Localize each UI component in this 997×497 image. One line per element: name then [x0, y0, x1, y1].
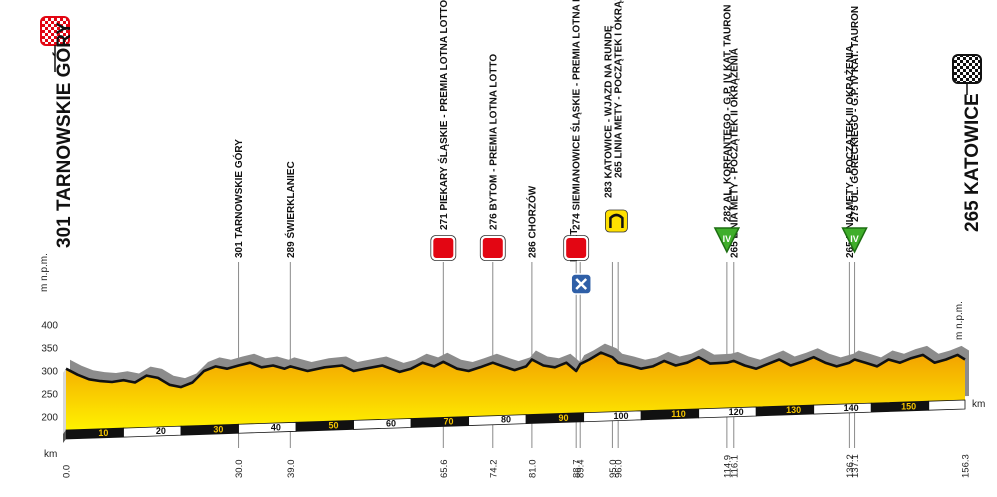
- road-segment: [123, 425, 182, 438]
- waypoint-km-label: 74.2: [488, 460, 499, 479]
- road-segment: [410, 416, 470, 428]
- km-tick-label: 40: [271, 422, 281, 432]
- profile-fill: [66, 352, 965, 430]
- waypoint-km-label: 0.0: [62, 465, 73, 478]
- road-segment: [180, 423, 239, 436]
- waypoint-km-label: 89.4: [576, 460, 587, 479]
- sprint-marker-icon: [479, 235, 506, 261]
- road-segment: [295, 419, 354, 432]
- waypoint-km-labels: 0.0 30.0 39.0 65.6 74.2 81.0 88.789.4 95.096.0 1…: [62, 454, 972, 478]
- waypoint-km-label: 30.0: [234, 460, 245, 479]
- waypoint-label: 286 CHORZÓW: [525, 185, 538, 258]
- road-strip: 10 20 30 40 50 60 70 80 90 100 110 120 130 140 150: [63, 399, 966, 443]
- y-tick-labels: 200 250 300 350 400: [41, 321, 58, 424]
- road-edge: [63, 430, 66, 443]
- y-tick-label: 350: [41, 344, 58, 355]
- waypoint-label: 275 UL. GÓRECKIEGO - G.P. IV KAT. TAURON: [848, 6, 861, 222]
- start-town-label: 301 TARNOWSKIE GÓRY: [53, 22, 75, 248]
- km-tick-label: 80: [501, 415, 511, 425]
- waypoint-label: 282 AL. KORFANTEGO - G.P. IV KAT. TAURON: [722, 5, 733, 222]
- x-axis-label-left: km: [44, 449, 57, 460]
- y-tick-label: 400: [41, 321, 58, 332]
- km-tick-label: 20: [156, 426, 166, 436]
- waypoint-label: 276 BYTOM - PREMIA LOTNA LOTTO: [488, 54, 499, 230]
- road-segment: [468, 414, 527, 426]
- road-segment: [353, 418, 412, 430]
- waypoint-label: 265 LINIA METY - POCZĄTEK I OKRĄŻENIA: [612, 0, 625, 178]
- road-segment: [698, 406, 757, 419]
- kom-category-label: IV: [723, 234, 732, 244]
- waypoint-km-label: 114.9: [722, 455, 733, 478]
- start-block: 301 TARNOWSKIE GÓRY: [40, 16, 75, 248]
- finish-flag-icon: [952, 54, 982, 84]
- profile-line: [65, 351, 966, 389]
- km-tick-label: 30: [213, 424, 223, 434]
- waypoint-label: 283 KATOWICE - WJAZD NA RUNDĘ: [603, 25, 614, 198]
- road-segment: [813, 402, 872, 415]
- waypoint-label: 265 LINIA METY - POCZĄTEK II OKRĄŻENIA: [727, 48, 740, 258]
- road-segment: [583, 410, 642, 423]
- waypoint-km-label: 137.1: [850, 454, 861, 478]
- waypoint-labels: 301 TARNOWSKIE GÓRY 289 ŚWIERKLANIEC 271 P…: [232, 0, 861, 262]
- waypoint-km-label: 156.3: [961, 454, 972, 478]
- profile-area: [63, 343, 969, 439]
- road-segment: [65, 427, 124, 440]
- km-tick-label: 100: [614, 411, 629, 421]
- km-tick-label: 60: [386, 419, 396, 429]
- km-tick-label: 140: [844, 403, 859, 413]
- road-segment: [238, 421, 297, 434]
- waypoint-label: 289 ŚWIERKLANIEC: [284, 161, 297, 258]
- waypoint-km-label: 95.0: [608, 460, 619, 479]
- y-tick-label: 250: [41, 390, 58, 401]
- waypoint-label: 265 LINIA METY - POCZĄTEK III OKRĄŻENIA: [843, 45, 856, 258]
- km-tick-label: 70: [443, 417, 453, 427]
- km-tick-label: 150: [901, 401, 916, 411]
- y-axis-label-left: m n.p.m.: [39, 253, 50, 292]
- waypoint-label: 274 SIEMIANOWICE ŚLĄSKIE - PREMIA LOTNA …: [570, 0, 583, 230]
- km-tick-label: 50: [328, 420, 338, 430]
- km-tick-label: 110: [671, 409, 686, 419]
- y-tick-label: 300: [41, 367, 58, 378]
- km-tick-label: 130: [786, 405, 801, 415]
- waypoint-km-label: 88.7: [572, 460, 583, 479]
- road-segment: [870, 400, 930, 413]
- waypoint-km-label: 96.0: [614, 460, 625, 479]
- sprint-marker-icon: [563, 235, 590, 261]
- kom-category-label: IV: [850, 234, 859, 244]
- profile-edge: [63, 368, 66, 439]
- road-segment: [525, 412, 585, 425]
- x-axis-label-right: km: [972, 399, 985, 410]
- waypoint-km-label: 136.2: [845, 454, 856, 478]
- waypoint-km-label: 81.0: [527, 460, 538, 479]
- kom-marker-icon: IV: [713, 227, 741, 254]
- waypoint-km-label: 65.6: [439, 460, 450, 479]
- feed-zone-marker-icon: [570, 273, 592, 295]
- waypoint-label: 301 TARNOWSKIE GÓRY: [232, 139, 245, 258]
- km-tick-label: 120: [729, 407, 744, 417]
- km-tick-label: 10: [98, 428, 108, 438]
- kom-marker-icon: IV: [841, 227, 868, 254]
- finish-town-label: 265 KATOWICE: [962, 93, 983, 232]
- road-segment: [928, 399, 966, 411]
- waypoint-markers: IV IV: [430, 209, 868, 295]
- y-axis-label-right: m n.p.m.: [954, 301, 965, 340]
- finish-block: 265 KATOWICE: [952, 54, 983, 232]
- y-tick-label: 200: [41, 413, 58, 424]
- waypoint-label: 271 PIEKARY ŚLĄSKIE - PREMIA LOTNA LOTTO: [437, 0, 450, 230]
- waypoint-km-label: 116.1: [729, 455, 740, 478]
- km-tick-label: 90: [559, 413, 569, 423]
- sprint-marker-icon: [430, 235, 457, 261]
- circuit-marker-icon: [605, 209, 628, 233]
- road-segment: [755, 404, 815, 417]
- road-segment: [640, 408, 700, 421]
- waypoint-km-label: 39.0: [286, 460, 297, 479]
